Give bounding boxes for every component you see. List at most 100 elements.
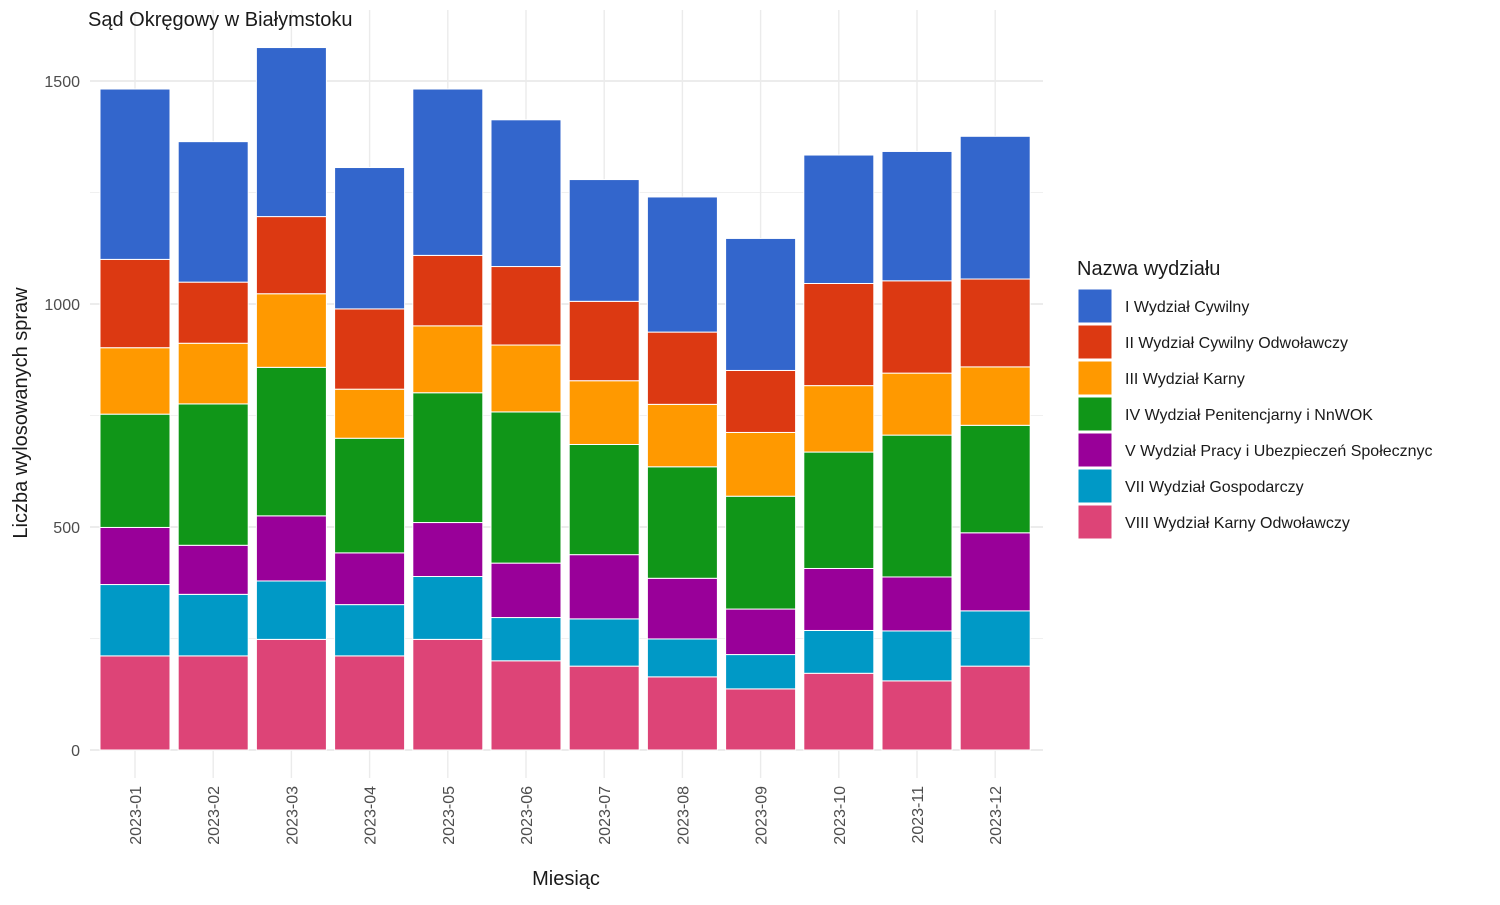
bar-segment: [99, 526, 171, 586]
x-tick-label: 2023-03: [284, 786, 301, 845]
bar-segment: [725, 495, 797, 610]
bar-segment: [646, 638, 718, 678]
bar-segment: [568, 179, 640, 302]
bar-segment: [490, 266, 562, 346]
bar-segment: [177, 141, 249, 283]
x-tick-label: 2023-09: [754, 786, 771, 845]
bar-segment: [490, 660, 562, 751]
bar-segment: [99, 655, 171, 751]
bar-segment: [725, 654, 797, 690]
bar-segment: [646, 196, 718, 333]
bar-segment: [568, 443, 640, 556]
legend-label: III Wydział Karny: [1125, 371, 1245, 388]
bar-segment: [334, 167, 406, 310]
bar-segment: [568, 618, 640, 667]
bars: [99, 47, 1031, 751]
y-tick-label: 500: [53, 520, 80, 537]
bar-segment: [568, 665, 640, 751]
bar-segment: [959, 532, 1031, 612]
bar-segment: [725, 688, 797, 751]
bar-segment: [959, 665, 1031, 751]
legend-swatch: [1077, 504, 1113, 540]
bar-segment: [255, 47, 327, 218]
bar-segment: [959, 135, 1031, 280]
bar-segment: [881, 434, 953, 578]
bar-segment: [490, 344, 562, 413]
bar-segment: [255, 366, 327, 517]
x-tick-label: 2023-12: [988, 786, 1005, 845]
bar-segment: [255, 216, 327, 295]
bar-segment: [725, 369, 797, 433]
legend-swatch: [1077, 396, 1113, 432]
bar-segment: [646, 331, 718, 405]
bar-segment: [334, 308, 406, 390]
bar-segment: [568, 554, 640, 620]
legend-swatch: [1077, 468, 1113, 504]
bar-segment: [255, 293, 327, 368]
legend-swatch: [1077, 360, 1113, 396]
legend-label: VII Wydział Gospodarczy: [1125, 479, 1304, 496]
x-tick-label: 2023-11: [910, 786, 927, 844]
bar-segment: [334, 604, 406, 657]
bar-segment: [803, 154, 875, 284]
legend-label: V Wydział Pracy i Ubezpieczeń Społecznyc: [1125, 443, 1433, 460]
x-tick-label: 2023-08: [675, 786, 692, 845]
bar-segment: [99, 584, 171, 657]
bar-segment: [568, 380, 640, 445]
bar-segment: [412, 325, 484, 394]
legend-swatch: [1077, 324, 1113, 360]
legend-label: VIII Wydział Karny Odwoławczy: [1125, 515, 1350, 532]
bar-segment: [490, 562, 562, 619]
legend-title: Nazwa wydziału: [1077, 258, 1220, 280]
bar-segment: [412, 638, 484, 751]
legend-swatch: [1077, 288, 1113, 324]
bar-segment: [255, 515, 327, 582]
x-tick-label: 2023-05: [441, 786, 458, 845]
bar-segment: [255, 580, 327, 640]
bar-segment: [334, 552, 406, 606]
bar-segment: [725, 608, 797, 656]
bar-segment: [490, 617, 562, 662]
bar-segment: [959, 424, 1031, 534]
bar-segment: [177, 544, 249, 595]
bar-segment: [99, 88, 171, 260]
x-tick-label: 2023-04: [363, 786, 380, 845]
x-tick-label: 2023-10: [832, 786, 849, 845]
bar-segment: [99, 258, 171, 349]
bar-segment: [803, 282, 875, 387]
bar-segment: [959, 366, 1031, 426]
bar-segment: [490, 119, 562, 268]
bar-segment: [646, 403, 718, 468]
bar-segment: [646, 577, 718, 640]
bar-segment: [881, 150, 953, 282]
bar-segment: [803, 567, 875, 631]
bar-segment: [881, 372, 953, 436]
bar-segment: [177, 403, 249, 546]
bar-segment: [177, 593, 249, 657]
bar-segment: [334, 655, 406, 751]
bar-segment: [177, 281, 249, 344]
bar-segment: [803, 672, 875, 751]
y-tick-label: 1000: [44, 297, 80, 314]
y-axis-label: Liczba wylosowanych spraw: [10, 287, 32, 539]
x-tick-label: 2023-02: [206, 786, 223, 845]
bar-segment: [412, 88, 484, 256]
bar-segment: [881, 280, 953, 374]
bar-segment: [334, 437, 406, 554]
x-tick-label: 2023-07: [597, 786, 614, 845]
bar-segment: [255, 638, 327, 751]
x-axis: 2023-01 2023-02 2023-03 2023-04 2023-05 2023-…: [128, 786, 1005, 845]
legend: Nazwa wydziału I Wydział Cywilny II Wydzi…: [1077, 258, 1433, 540]
bar-segment: [646, 466, 718, 579]
bar-segment: [959, 278, 1031, 368]
x-tick-label: 2023-01: [128, 786, 145, 845]
legend-label: IV Wydział Penitencjarny i NnWOK: [1125, 407, 1373, 424]
bar-segment: [725, 237, 797, 371]
bar-segment: [334, 388, 406, 439]
bar-segment: [177, 342, 249, 405]
y-tick-label: 1500: [44, 74, 80, 91]
bar-segment: [646, 676, 718, 751]
y-tick-label: 0: [71, 743, 80, 760]
